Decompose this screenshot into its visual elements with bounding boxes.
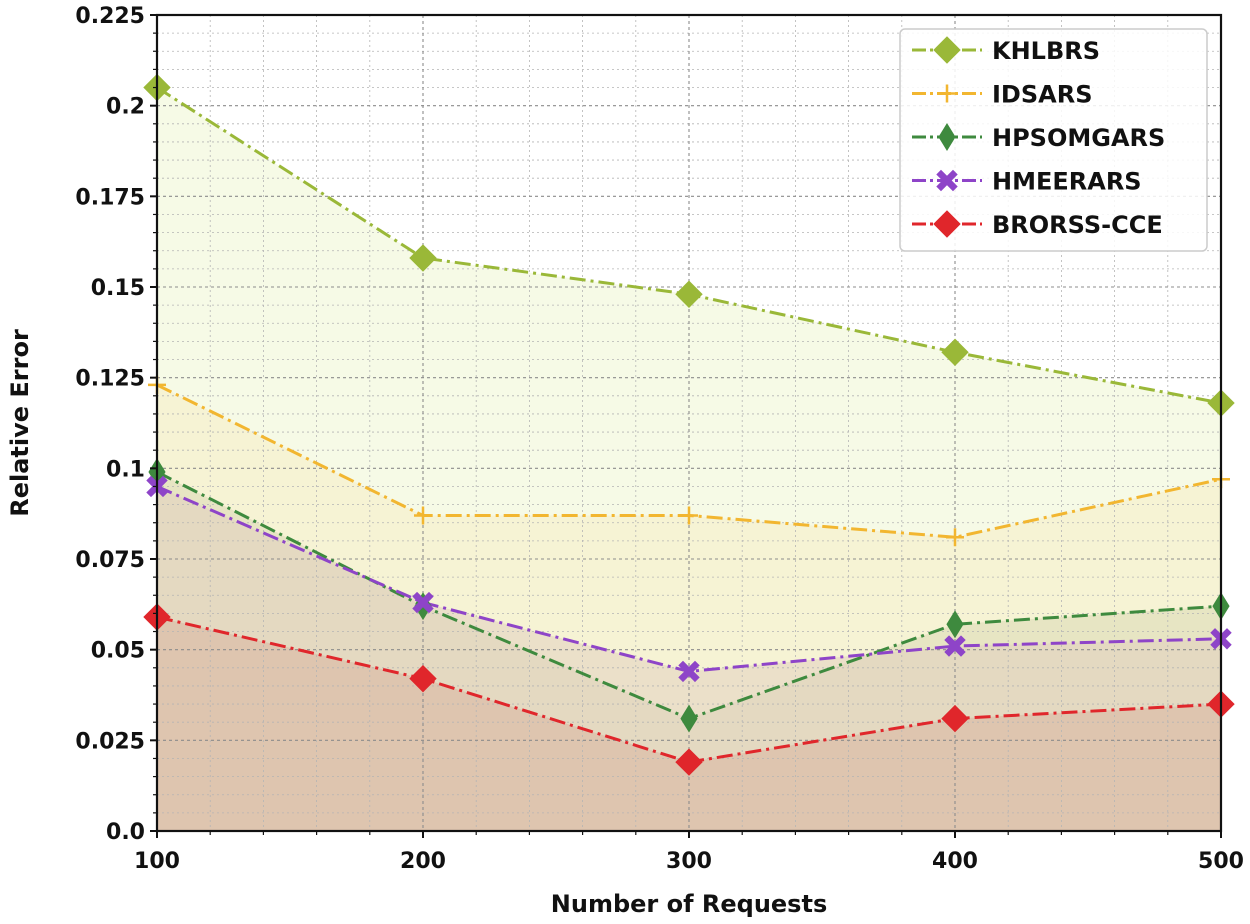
x-axis-label: Number of Requests (551, 890, 827, 918)
legend-marker-hmeerars (936, 169, 958, 192)
legend-marker-brorss-cce (933, 210, 961, 238)
x-tick-label: 500 (1198, 849, 1244, 874)
y-tick-label: 0.05 (91, 639, 145, 664)
y-tick-label: 0.1 (106, 457, 145, 482)
series-markers (143, 73, 1235, 776)
data-point-idsars (414, 506, 432, 525)
legend-label-hpsomgars: HPSOMGARS (992, 124, 1165, 152)
data-point-hpsomgars (680, 704, 698, 733)
x-tick-label: 200 (400, 849, 446, 874)
data-point-khlbrs (941, 338, 969, 366)
data-point-khlbrs (675, 280, 703, 308)
legend-label-khlbrs: KHLBRS (992, 37, 1100, 65)
legend-label-idsars: IDSARS (992, 81, 1092, 109)
data-point-idsars (946, 528, 964, 547)
legend-box (899, 28, 1208, 252)
y-tick-label: 0.125 (75, 367, 145, 392)
axis-ticks: 100 200 300 400 500 0.0 0.025 0.05 0.075 0.1 0.125… (75, 4, 1244, 874)
x-tick-label: 300 (666, 849, 712, 874)
y-tick-label: 0.175 (75, 185, 145, 210)
legend-marker-khlbrs (933, 36, 961, 64)
data-point-hpsomgars (946, 610, 964, 639)
data-point-hmeerars (944, 635, 966, 657)
legend-label-brorss-cce: BRORSS-CCE (992, 211, 1163, 239)
data-point-brorss-cce (675, 748, 703, 776)
data-point-idsars (680, 506, 698, 525)
legend-label-hmeerars: HMEERARS (992, 168, 1142, 196)
y-axis-label: Relative Error (6, 329, 34, 517)
data-point-brorss-cce (409, 664, 437, 693)
data-point-brorss-cce (941, 704, 969, 733)
legend-marker-hpsomgars (938, 123, 956, 151)
y-tick-label: 0.225 (75, 4, 145, 29)
y-tick-label: 0.2 (106, 95, 145, 120)
x-tick-label: 100 (134, 849, 180, 874)
data-point-khlbrs (409, 244, 437, 272)
legend-marker-idsars (938, 84, 956, 103)
y-tick-label: 0.15 (91, 276, 145, 301)
x-tick-label: 400 (932, 849, 978, 874)
y-tick-label: 0.025 (75, 729, 145, 754)
legend: KHLBRS IDSARS HPSOMGARS HMEERARS BRORSS-CCE (899, 28, 1208, 252)
y-tick-label: 0.0 (106, 820, 145, 845)
data-point-hmeerars (412, 591, 434, 614)
y-tick-label: 0.075 (75, 548, 145, 573)
data-point-hmeerars (678, 660, 700, 683)
